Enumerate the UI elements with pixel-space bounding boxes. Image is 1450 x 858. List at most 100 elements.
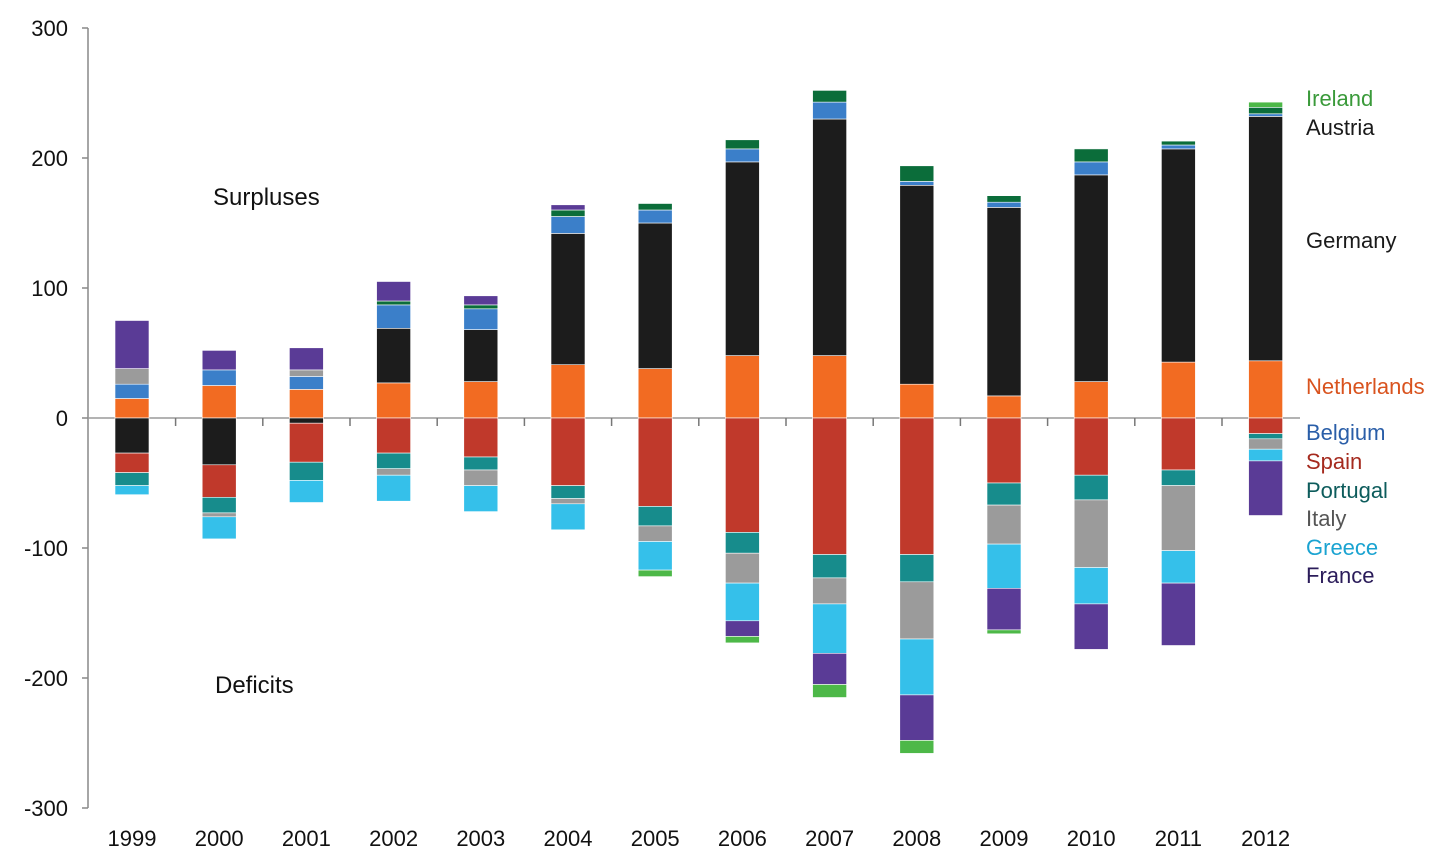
bar-segment-germany-2007	[812, 118, 847, 356]
bar-segment-italy-2012	[1248, 438, 1283, 450]
bar-segment-greece-2002	[376, 474, 411, 502]
y-tick-label: -300	[24, 796, 68, 821]
y-tick-label: 300	[31, 16, 68, 41]
legend-label-ireland: Ireland	[1306, 86, 1373, 111]
bar-segment-belgium-1999	[114, 383, 150, 399]
bar-segment-greece-2004	[550, 503, 586, 531]
bar-segment-greece-2000	[201, 516, 237, 540]
bar-segment-belgium-2010	[1073, 161, 1109, 176]
bar-group-1999	[114, 320, 150, 496]
bar-segment-greece-2001	[289, 480, 324, 503]
bar-segment-austria-2005	[637, 203, 673, 211]
x-ticks: 1999 2000 2001 2002 2003 2004 2005 2006 2007 2008…	[108, 418, 1290, 851]
bar-segment-austria-2003	[463, 304, 499, 310]
y-tick-label: -200	[24, 666, 68, 691]
bar-segment-portugal-2008	[899, 554, 935, 583]
bar-segment-portugal-2003	[463, 456, 499, 471]
bar-segment-netherlands-2004	[550, 364, 586, 419]
bar-segment-greece-2010	[1073, 567, 1109, 605]
bar-segment-italy-2005	[637, 525, 673, 542]
bar-segment-portugal-2002	[376, 452, 411, 470]
bar-segment-netherlands-2007	[812, 355, 847, 419]
x-tick-label: 2012	[1241, 826, 1290, 851]
bar-segment-spain-2005	[637, 417, 673, 507]
bar-segment-belgium-2002	[376, 304, 411, 329]
bar-segment-greece-2008	[899, 638, 935, 696]
bar-segment-portugal-2004	[550, 485, 586, 499]
bar-segment-france-2006	[725, 620, 760, 637]
bar-segment-belgium-2001	[289, 376, 324, 390]
x-tick-label: 2006	[718, 826, 767, 851]
bar-segment-greece-2005	[637, 541, 673, 571]
bar-segment-germany-2005	[637, 222, 673, 369]
bar-segment-portugal-2005	[637, 506, 673, 527]
x-tick-label: 1999	[108, 826, 157, 851]
legend-label-greece: Greece	[1306, 535, 1378, 560]
bar-group-2003	[463, 295, 499, 512]
bar-segment-belgium-2009	[986, 201, 1022, 208]
bar-segment-italy-2011	[1161, 485, 1196, 551]
bar-segment-italy-2000	[201, 512, 237, 518]
bar-segment-greece-2011	[1161, 550, 1196, 584]
legend-label-portugal: Portugal	[1306, 478, 1388, 503]
y-ticks: 300 200 100 0 -100 -200 -300	[24, 16, 88, 821]
bar-segment-greece-2007	[812, 603, 847, 654]
bar-segment-italy-2006	[725, 552, 760, 584]
bar-group-2004	[550, 204, 586, 531]
bar-segment-germany-2008	[899, 185, 935, 385]
deficits-annotation: Deficits	[215, 672, 294, 699]
bar-segment-portugal-2007	[812, 554, 847, 579]
bar-segment-austria-2008	[899, 165, 935, 182]
bar-segment-germany-2004	[550, 233, 586, 365]
bar-segment-spain-2002	[376, 417, 411, 454]
bar-group-2000	[201, 350, 237, 540]
bar-segment-greece-2003	[463, 485, 499, 512]
bar-segment-ireland-2007	[812, 684, 847, 698]
y-tick-label: 200	[31, 146, 68, 171]
y-tick-label: 0	[56, 406, 68, 431]
x-tick-label: 2004	[544, 826, 593, 851]
bar-segment-netherlands-2002	[376, 382, 411, 419]
bar-segment-austria-2012	[1248, 107, 1283, 115]
bar-segment-spain-2007	[812, 417, 847, 555]
bar-group-2010	[1073, 148, 1109, 650]
bar-segment-greece-2006	[725, 582, 760, 622]
bar-segment-portugal-2010	[1073, 474, 1109, 501]
bar-segment-germany-1999	[114, 417, 150, 454]
bar-segment-spain-2006	[725, 417, 760, 533]
bar-segment-netherlands-2001	[289, 389, 324, 419]
bar-segment-italy-1999	[114, 368, 150, 385]
bar-segment-germany-2001	[289, 417, 324, 424]
bar-segment-spain-2000	[201, 464, 237, 498]
bar-segment-netherlands-2009	[986, 395, 1022, 419]
bar-segment-france-2003	[463, 295, 499, 306]
x-tick-label: 2000	[195, 826, 244, 851]
bar-segment-greece-2009	[986, 543, 1022, 589]
bar-segment-portugal-2011	[1161, 469, 1196, 486]
bar-segment-belgium-2000	[201, 369, 237, 386]
bar-segment-belgium-2011	[1161, 144, 1196, 150]
bar-segment-france-2010	[1073, 603, 1109, 650]
legend-label-france: France	[1306, 563, 1374, 588]
y-tick-label: 100	[31, 276, 68, 301]
bar-group-2006	[725, 139, 760, 644]
bar-group-2007	[812, 90, 847, 698]
legend-label-germany: Germany	[1306, 228, 1396, 253]
bar-segment-portugal-1999	[114, 472, 150, 486]
bar-group-2012	[1248, 101, 1283, 516]
x-tick-label: 2003	[456, 826, 505, 851]
legend-label-austria: Austria	[1306, 115, 1375, 140]
bar-segment-germany-2002	[376, 327, 411, 384]
bar-segment-france-2001	[289, 347, 324, 371]
bar-segment-belgium-2005	[637, 209, 673, 224]
bar-segment-spain-2003	[463, 417, 499, 458]
bar-segment-italy-2007	[812, 577, 847, 605]
bar-segment-france-2011	[1161, 582, 1196, 646]
legend-label-netherlands: Netherlands	[1306, 374, 1425, 399]
bar-segment-germany-2000	[201, 417, 237, 466]
x-tick-label: 2005	[631, 826, 680, 851]
bar-segment-spain-1999	[114, 452, 150, 473]
bar-segment-france-1999	[114, 320, 150, 369]
bar-segment-germany-2006	[725, 161, 760, 356]
bar-segment-belgium-2006	[725, 148, 760, 163]
